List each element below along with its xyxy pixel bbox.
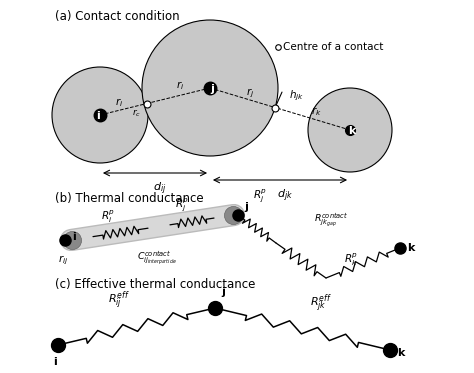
Text: $R_k^p$: $R_k^p$ — [344, 251, 358, 268]
Text: $R_i^p$: $R_i^p$ — [101, 208, 115, 225]
Text: $R_{jk_{gap}}^{contact}$: $R_{jk_{gap}}^{contact}$ — [314, 211, 348, 229]
Text: k: k — [348, 126, 356, 136]
Text: j: j — [210, 84, 214, 94]
Text: j: j — [244, 202, 248, 212]
Text: $R_{ij}^{eff}$: $R_{ij}^{eff}$ — [108, 290, 129, 313]
Text: i: i — [96, 111, 100, 121]
Text: $r_k$: $r_k$ — [311, 105, 322, 118]
Text: i: i — [72, 232, 76, 242]
Text: $r_i$: $r_i$ — [176, 79, 184, 92]
Text: k: k — [407, 243, 414, 253]
Text: $d_{ij}$: $d_{ij}$ — [153, 181, 167, 197]
Text: $r_i$: $r_i$ — [115, 96, 123, 109]
Text: $h_{jk}$: $h_{jk}$ — [289, 88, 304, 103]
Text: (b) Thermal conductance: (b) Thermal conductance — [55, 192, 204, 205]
Text: i: i — [53, 357, 57, 367]
Text: $C_{ij_{interparticle}}^{contact}$: $C_{ij_{interparticle}}^{contact}$ — [137, 250, 178, 267]
Text: $d_{jk}$: $d_{jk}$ — [277, 188, 293, 204]
Text: (c) Effective thermal conductance: (c) Effective thermal conductance — [55, 278, 255, 291]
Text: $R_j^p$: $R_j^p$ — [253, 188, 267, 205]
Text: $r_{ij}$: $r_{ij}$ — [58, 254, 68, 267]
Text: $R_j^p$: $R_j^p$ — [175, 197, 189, 214]
Circle shape — [52, 67, 148, 163]
Text: j: j — [221, 287, 225, 297]
Text: (a) Contact condition: (a) Contact condition — [55, 10, 180, 23]
Circle shape — [142, 20, 278, 156]
Text: $r_j$: $r_j$ — [246, 87, 255, 100]
Text: $r_c$: $r_c$ — [132, 108, 141, 119]
Circle shape — [308, 88, 392, 172]
Text: k: k — [397, 348, 404, 358]
Text: Centre of a contact: Centre of a contact — [283, 42, 383, 52]
Text: $R_{jk}^{eff}$: $R_{jk}^{eff}$ — [310, 293, 331, 315]
